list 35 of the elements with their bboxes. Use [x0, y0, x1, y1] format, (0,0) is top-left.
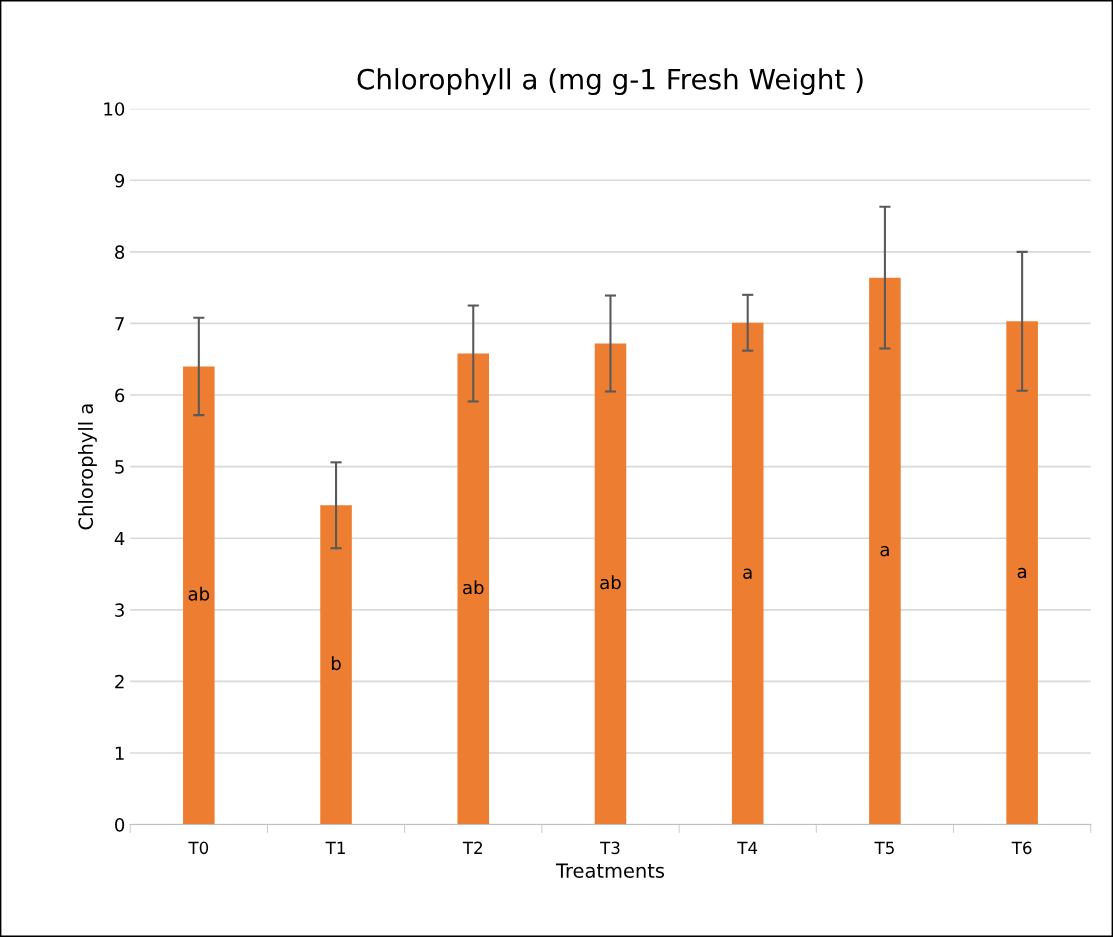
x-tick-label: T3: [600, 841, 620, 855]
y-tick-label: 5: [115, 460, 124, 474]
y-tick-label: 4: [114, 531, 125, 546]
y-tick-label: 9: [115, 173, 125, 188]
bar: [594, 343, 627, 825]
y-tick-label: 2: [115, 674, 124, 689]
y-tick-label: 1: [115, 746, 124, 760]
data-label: b: [331, 656, 341, 671]
y-axis-title: Chlorophyll a: [78, 404, 97, 530]
x-tick-label: T1: [325, 841, 345, 854]
x-tick-label: T5: [874, 841, 894, 855]
bar: [183, 366, 215, 825]
bar: [320, 505, 352, 825]
data-label: a: [743, 568, 752, 579]
y-tick-label: 10: [104, 102, 125, 116]
y-tick-label: 0: [115, 818, 125, 832]
x-tick-label: T4: [737, 841, 758, 854]
chart-title: Chlorophyll a (mg g-1 Fresh Weight ): [357, 68, 863, 96]
data-label: ab: [463, 580, 484, 595]
bar: [731, 322, 764, 825]
x-tick-label: T0: [188, 841, 209, 855]
y-tick-label: 6: [115, 388, 125, 403]
data-label: ab: [600, 575, 621, 590]
y-tick-label: 3: [115, 603, 124, 617]
x-tick-label: T2: [462, 841, 482, 854]
x-axis-title: Treatments: [555, 863, 665, 878]
data-label: a: [1017, 567, 1027, 579]
x-tick-label: T6: [1011, 841, 1032, 855]
bar: [869, 277, 901, 825]
data-label: ab: [188, 586, 210, 601]
data-label: a: [880, 545, 889, 557]
y-tick-label: 7: [115, 317, 124, 331]
bar: [1006, 321, 1038, 825]
bar: [457, 353, 490, 825]
y-tick-label: 8: [115, 245, 125, 259]
